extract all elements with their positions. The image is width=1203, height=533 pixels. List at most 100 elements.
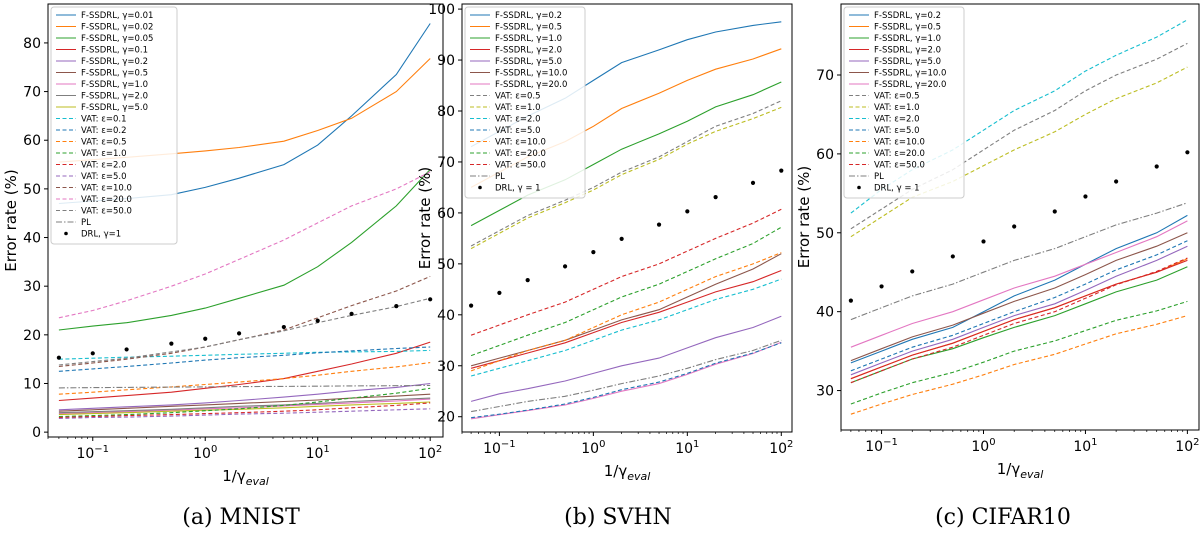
legend-label: VAT: ε=5.0 bbox=[495, 126, 540, 136]
data-point bbox=[497, 290, 502, 295]
x-tick-label: 101 bbox=[306, 444, 330, 462]
legend-label: F-SSDRL, γ=20.0 bbox=[495, 80, 567, 90]
legend-label: F-SSDRL, γ=20.0 bbox=[874, 80, 946, 90]
chart-panel-1: 0 10 20 30 40 50 60 70 80 10−1 100 101 102 Error rate… bbox=[2, 3, 444, 530]
series-line bbox=[850, 300, 1188, 405]
series-line bbox=[58, 402, 431, 419]
chart-panel-3: 30 40 50 60 70 10−1 100 101 102 Error rate (%) 1/γ… bbox=[795, 3, 1200, 530]
legend-label: F-SSDRL, γ=0.2 bbox=[874, 11, 941, 21]
series-line bbox=[850, 202, 1188, 321]
y-tick-label: 100 bbox=[428, 2, 455, 18]
data-point bbox=[315, 318, 320, 323]
series-line bbox=[850, 245, 1188, 376]
data-point bbox=[1185, 150, 1190, 155]
data-point bbox=[591, 250, 596, 255]
y-tick-label: 50 bbox=[816, 226, 834, 242]
x-tick-label: 100 bbox=[193, 444, 217, 462]
data-point bbox=[428, 297, 433, 302]
x-tick-label: 10−1 bbox=[483, 439, 516, 457]
legend-label: F-SSDRL, γ=5.0 bbox=[874, 57, 941, 67]
legend-label: F-SSDRL, γ=0.02 bbox=[81, 23, 153, 33]
y-tick-label: 80 bbox=[23, 36, 41, 52]
data-point bbox=[656, 222, 662, 227]
y-tick-label: 40 bbox=[23, 231, 41, 247]
data-point bbox=[750, 180, 756, 185]
series-line bbox=[470, 269, 782, 369]
legend-label: F-SSDRL, γ=10.0 bbox=[874, 69, 946, 79]
x-axis-label: 1/γeval bbox=[604, 462, 651, 483]
legend-label: VAT: ε=5.0 bbox=[874, 126, 919, 136]
legend-label: DRL, γ=1 bbox=[81, 230, 121, 240]
legend-box bbox=[50, 6, 178, 245]
x-tick-label: 10−1 bbox=[76, 444, 109, 462]
x-axis-label: 1/γeval bbox=[222, 467, 269, 488]
series-line bbox=[850, 266, 1188, 384]
data-point bbox=[848, 298, 853, 303]
series-line bbox=[850, 315, 1188, 415]
series-line bbox=[470, 106, 782, 250]
data-point bbox=[910, 269, 915, 274]
series-line bbox=[850, 214, 1188, 364]
series-line bbox=[58, 362, 431, 395]
series-line bbox=[470, 315, 782, 402]
series-line bbox=[471, 342, 782, 419]
subfigure-caption: (c) CIFAR10 bbox=[935, 505, 1071, 530]
legend-label: F-SSDRL, γ=2.0 bbox=[495, 46, 562, 56]
y-tick-label: 30 bbox=[437, 359, 455, 375]
series-line bbox=[850, 258, 1188, 380]
legend-label: F-SSDRL, γ=0.01 bbox=[81, 11, 153, 21]
series-line bbox=[58, 401, 431, 416]
data-point bbox=[56, 355, 61, 360]
legend-marker bbox=[857, 185, 861, 190]
legend-box bbox=[843, 6, 965, 199]
series-line bbox=[58, 341, 431, 402]
series-line bbox=[470, 100, 782, 247]
legend-marker bbox=[478, 185, 482, 190]
legend-label: VAT: ε=5.0 bbox=[81, 172, 126, 182]
series-line bbox=[58, 393, 431, 412]
legend-label: F-SSDRL, γ=1.0 bbox=[81, 80, 148, 90]
data-point bbox=[779, 168, 784, 173]
x-tick-label: 102 bbox=[1175, 437, 1199, 455]
legend-label: PL bbox=[81, 218, 91, 228]
x-tick-label: 100 bbox=[971, 437, 995, 455]
y-tick-label: 90 bbox=[437, 53, 455, 69]
y-tick-label: 50 bbox=[437, 257, 455, 273]
series-line bbox=[58, 171, 431, 319]
legend-marker bbox=[64, 231, 68, 236]
legend-label: F-SSDRL, γ=5.0 bbox=[81, 103, 148, 113]
y-tick-label: 70 bbox=[23, 85, 41, 101]
series-drl-points bbox=[56, 297, 433, 360]
y-axis-label: Error rate (%) bbox=[2, 169, 20, 272]
data-point bbox=[1154, 164, 1159, 169]
y-tick-label: 20 bbox=[23, 328, 41, 344]
series-drl-points bbox=[848, 150, 1190, 303]
legend-label: F-SSDRL, γ=5.0 bbox=[495, 57, 562, 67]
legend-label: VAT: ε=0.5 bbox=[495, 92, 540, 102]
legend-label: PL bbox=[495, 172, 505, 182]
series-line bbox=[58, 349, 431, 360]
legend-label: VAT: ε=0.5 bbox=[874, 92, 919, 102]
legend-box bbox=[464, 6, 586, 199]
series-line bbox=[58, 382, 431, 411]
data-point bbox=[1052, 209, 1057, 214]
data-point bbox=[349, 311, 354, 317]
legend-label: VAT: ε=0.5 bbox=[81, 138, 126, 148]
data-point bbox=[236, 331, 242, 336]
series-line bbox=[850, 257, 1188, 384]
data-point bbox=[879, 284, 884, 289]
legend-label: VAT: ε=50.0 bbox=[495, 161, 546, 171]
legend-label: F-SSDRL, γ=0.5 bbox=[81, 69, 148, 79]
y-axis-label: Error rate (%) bbox=[795, 166, 813, 269]
data-point bbox=[469, 303, 474, 308]
x-tick-label: 101 bbox=[675, 439, 699, 457]
y-tick-label: 30 bbox=[816, 384, 834, 400]
legend-label: VAT: ε=50.0 bbox=[81, 207, 132, 217]
y-axis-label: Error rate (%) bbox=[416, 167, 434, 270]
legend: F-SSDRL, γ=0.2F-SSDRL, γ=0.5F-SSDRL, γ=1… bbox=[843, 6, 965, 199]
plot-area bbox=[56, 23, 433, 420]
legend-label: VAT: ε=10.0 bbox=[495, 138, 546, 148]
data-point bbox=[562, 264, 568, 269]
legend-label: VAT: ε=0.1 bbox=[81, 115, 126, 125]
data-point bbox=[203, 336, 208, 341]
